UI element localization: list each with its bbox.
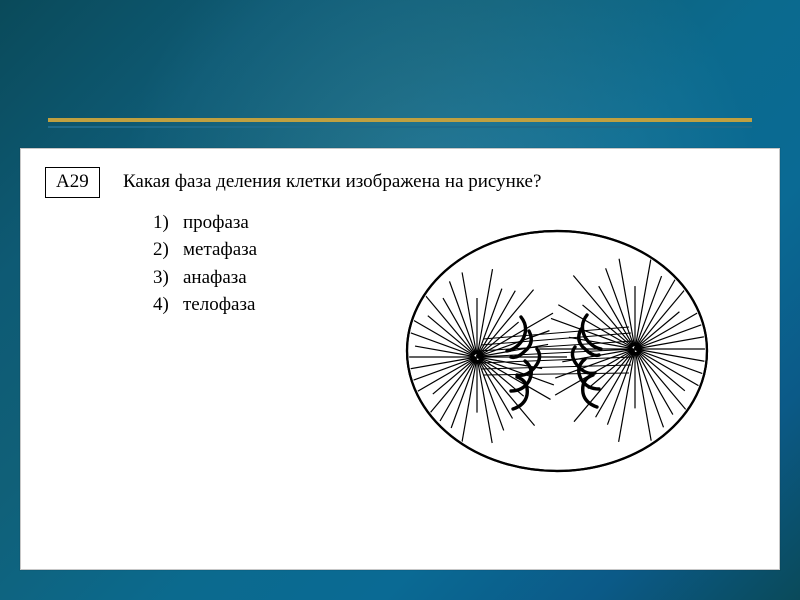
option-label: телофаза <box>183 291 255 319</box>
option-number: 1) <box>153 209 183 237</box>
slide: А29 Какая фаза деления клетки изображена… <box>0 0 800 600</box>
question-id: А29 <box>56 171 89 192</box>
accent-line <box>48 118 752 128</box>
option-label: метафаза <box>183 236 257 264</box>
option-number: 4) <box>153 291 183 319</box>
cell-division-diagram <box>389 209 719 479</box>
cell-svg <box>389 209 719 479</box>
question-wrap: А29 Какая фаза деления клетки изображена… <box>21 149 779 337</box>
option-label: профаза <box>183 209 249 237</box>
option-number: 2) <box>153 236 183 264</box>
option-label: анафаза <box>183 264 247 292</box>
question-text: Какая фаза деления клетки изображена на … <box>123 167 755 195</box>
question-id-box: А29 <box>45 167 100 198</box>
question-card: А29 Какая фаза деления клетки изображена… <box>20 148 780 570</box>
option-number: 3) <box>153 264 183 292</box>
